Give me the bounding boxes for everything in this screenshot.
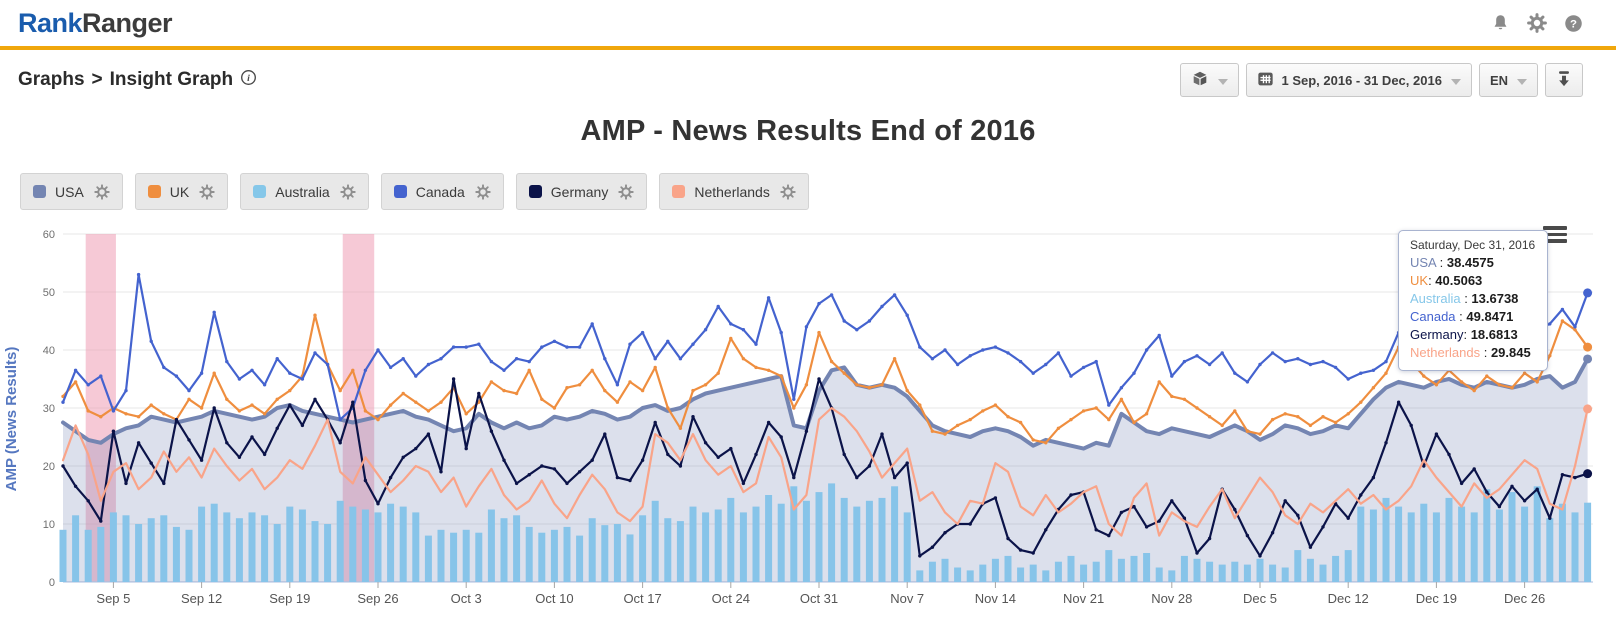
language-value: EN <box>1489 72 1508 88</box>
svg-text:Oct 10: Oct 10 <box>535 591 573 606</box>
svg-text:Dec 12: Dec 12 <box>1328 591 1369 606</box>
info-icon[interactable]: i <box>240 69 257 92</box>
logo-rank: Rank <box>18 7 83 38</box>
svg-text:Oct 31: Oct 31 <box>800 591 838 606</box>
brand-divider <box>0 46 1616 50</box>
svg-text:Nov 7: Nov 7 <box>890 591 924 606</box>
chevron-down-icon <box>1517 73 1527 88</box>
breadcrumb-page: Insight Graph <box>109 69 234 90</box>
svg-text:20: 20 <box>43 461 55 473</box>
breadcrumb-section[interactable]: Graphs <box>18 69 85 90</box>
legend-label: Germany <box>550 183 609 200</box>
svg-text:10: 10 <box>43 519 55 531</box>
gear-icon[interactable] <box>340 183 356 200</box>
legend: USA UK Australia Canada Germany Netherlands <box>20 173 1616 210</box>
download-icon <box>1555 69 1573 91</box>
svg-text:Sep 5: Sep 5 <box>96 591 130 606</box>
chart-svg[interactable]: 0 10 20 30 40 50 60 Sep 5 Sep 12 Sep 19 Sep 26 Oct … <box>0 219 1616 611</box>
svg-text:40: 40 <box>43 345 55 357</box>
svg-text:Dec 26: Dec 26 <box>1504 591 1545 606</box>
legend-label: Netherlands <box>694 183 770 200</box>
legend-label: Australia <box>275 183 330 200</box>
tooltip-row-usa: USA : 38.4575 <box>1410 255 1494 270</box>
chart-menu-icon[interactable] <box>1543 226 1567 246</box>
svg-text:60: 60 <box>43 229 55 241</box>
svg-text:AMP (News Results): AMP (News Results) <box>3 347 20 492</box>
series-color-swatch <box>33 185 46 198</box>
series-color-swatch <box>528 185 542 198</box>
legend-chip-netherlands[interactable]: Netherlands <box>659 173 809 210</box>
tooltip-row-uk: UK: 40.5063 <box>1410 273 1483 288</box>
svg-text:Oct 3: Oct 3 <box>451 591 482 606</box>
date-range-button[interactable]: 1 Sep, 2016 - 31 Dec, 2016 <box>1246 63 1472 97</box>
page-title: AMP - News Results End of 2016 <box>580 115 1036 147</box>
subheader: Graphs > Insight Graph i 1 Sep, 2016 - 3… <box>0 50 1616 101</box>
series-color-swatch <box>672 185 686 198</box>
header-icons: ? <box>1491 13 1583 33</box>
chevron-down-icon <box>1450 73 1461 88</box>
gear-icon[interactable] <box>618 183 635 200</box>
breadcrumb-separator: > <box>91 69 103 90</box>
settings-icon[interactable] <box>1527 13 1547 33</box>
gear-icon[interactable] <box>475 183 491 200</box>
tooltip-row-netherlands: Netherlands : 29.845 <box>1410 345 1531 360</box>
svg-text:Nov 14: Nov 14 <box>975 591 1016 606</box>
tooltip-date: Saturday, Dec 31, 2016 <box>1410 238 1536 252</box>
gear-icon[interactable] <box>199 183 215 200</box>
help-icon[interactable]: ? <box>1564 14 1583 33</box>
chart: 0 10 20 30 40 50 60 Sep 5 Sep 12 Sep 19 Sep 26 Oct … <box>0 219 1616 611</box>
legend-chip-usa[interactable]: USA <box>20 173 123 210</box>
app-logo[interactable]: RankRanger <box>18 7 173 39</box>
tooltip-row-australia: Australia : 13.6738 <box>1410 291 1519 306</box>
toolbar: 1 Sep, 2016 - 31 Dec, 2016 EN <box>1180 63 1583 97</box>
series-color-swatch <box>253 185 267 198</box>
gear-icon[interactable] <box>780 183 796 200</box>
svg-text:?: ? <box>1570 18 1577 30</box>
svg-text:Sep 26: Sep 26 <box>357 591 398 606</box>
svg-text:30: 30 <box>43 403 55 415</box>
svg-text:Nov 28: Nov 28 <box>1151 591 1192 606</box>
legend-chip-germany[interactable]: Germany <box>515 173 648 210</box>
svg-text:Oct 24: Oct 24 <box>712 591 750 606</box>
gear-icon[interactable] <box>94 183 110 200</box>
language-button[interactable]: EN <box>1478 63 1538 97</box>
svg-text:Oct 17: Oct 17 <box>623 591 661 606</box>
legend-label: Canada <box>415 183 465 200</box>
legend-chip-australia[interactable]: Australia <box>240 173 369 210</box>
legend-chip-uk[interactable]: UK <box>134 173 229 210</box>
svg-text:Nov 21: Nov 21 <box>1063 591 1104 606</box>
svg-text:0: 0 <box>49 577 55 589</box>
breadcrumb[interactable]: Graphs > Insight Graph i <box>18 69 257 92</box>
svg-text:50: 50 <box>43 287 55 299</box>
app-header: RankRanger ? <box>0 0 1616 46</box>
series-color-swatch <box>393 185 407 198</box>
legend-label: USA <box>55 183 84 200</box>
logo-ranger: Ranger <box>82 7 173 38</box>
svg-text:Sep 19: Sep 19 <box>269 591 310 606</box>
tooltip-row-germany: Germany: 18.6813 <box>1410 327 1518 342</box>
chart-tooltip: Saturday, Dec 31, 2016 USA : 38.4575 UK: … <box>1398 230 1549 371</box>
legend-label: UK <box>169 183 190 200</box>
svg-text:i: i <box>247 73 250 84</box>
chevron-down-icon <box>1218 73 1229 88</box>
package-cube-icon <box>1191 70 1209 91</box>
tooltip-rows: USA : 38.4575 UK: 40.5063 Australia : 13.6… <box>1410 254 1535 362</box>
view-mode-button[interactable] <box>1180 63 1240 97</box>
tooltip-row-canada: Canada : 49.8471 <box>1410 309 1514 324</box>
download-button[interactable] <box>1545 63 1583 97</box>
notifications-icon[interactable] <box>1491 13 1510 33</box>
date-range-value: 1 Sep, 2016 - 31 Dec, 2016 <box>1281 72 1442 88</box>
series-color-swatch <box>147 185 161 198</box>
svg-text:Sep 12: Sep 12 <box>181 591 222 606</box>
svg-text:Dec 19: Dec 19 <box>1416 591 1457 606</box>
calendar-icon <box>1257 71 1274 90</box>
legend-chip-canada[interactable]: Canada <box>380 173 504 210</box>
svg-text:Dec 5: Dec 5 <box>1243 591 1277 606</box>
